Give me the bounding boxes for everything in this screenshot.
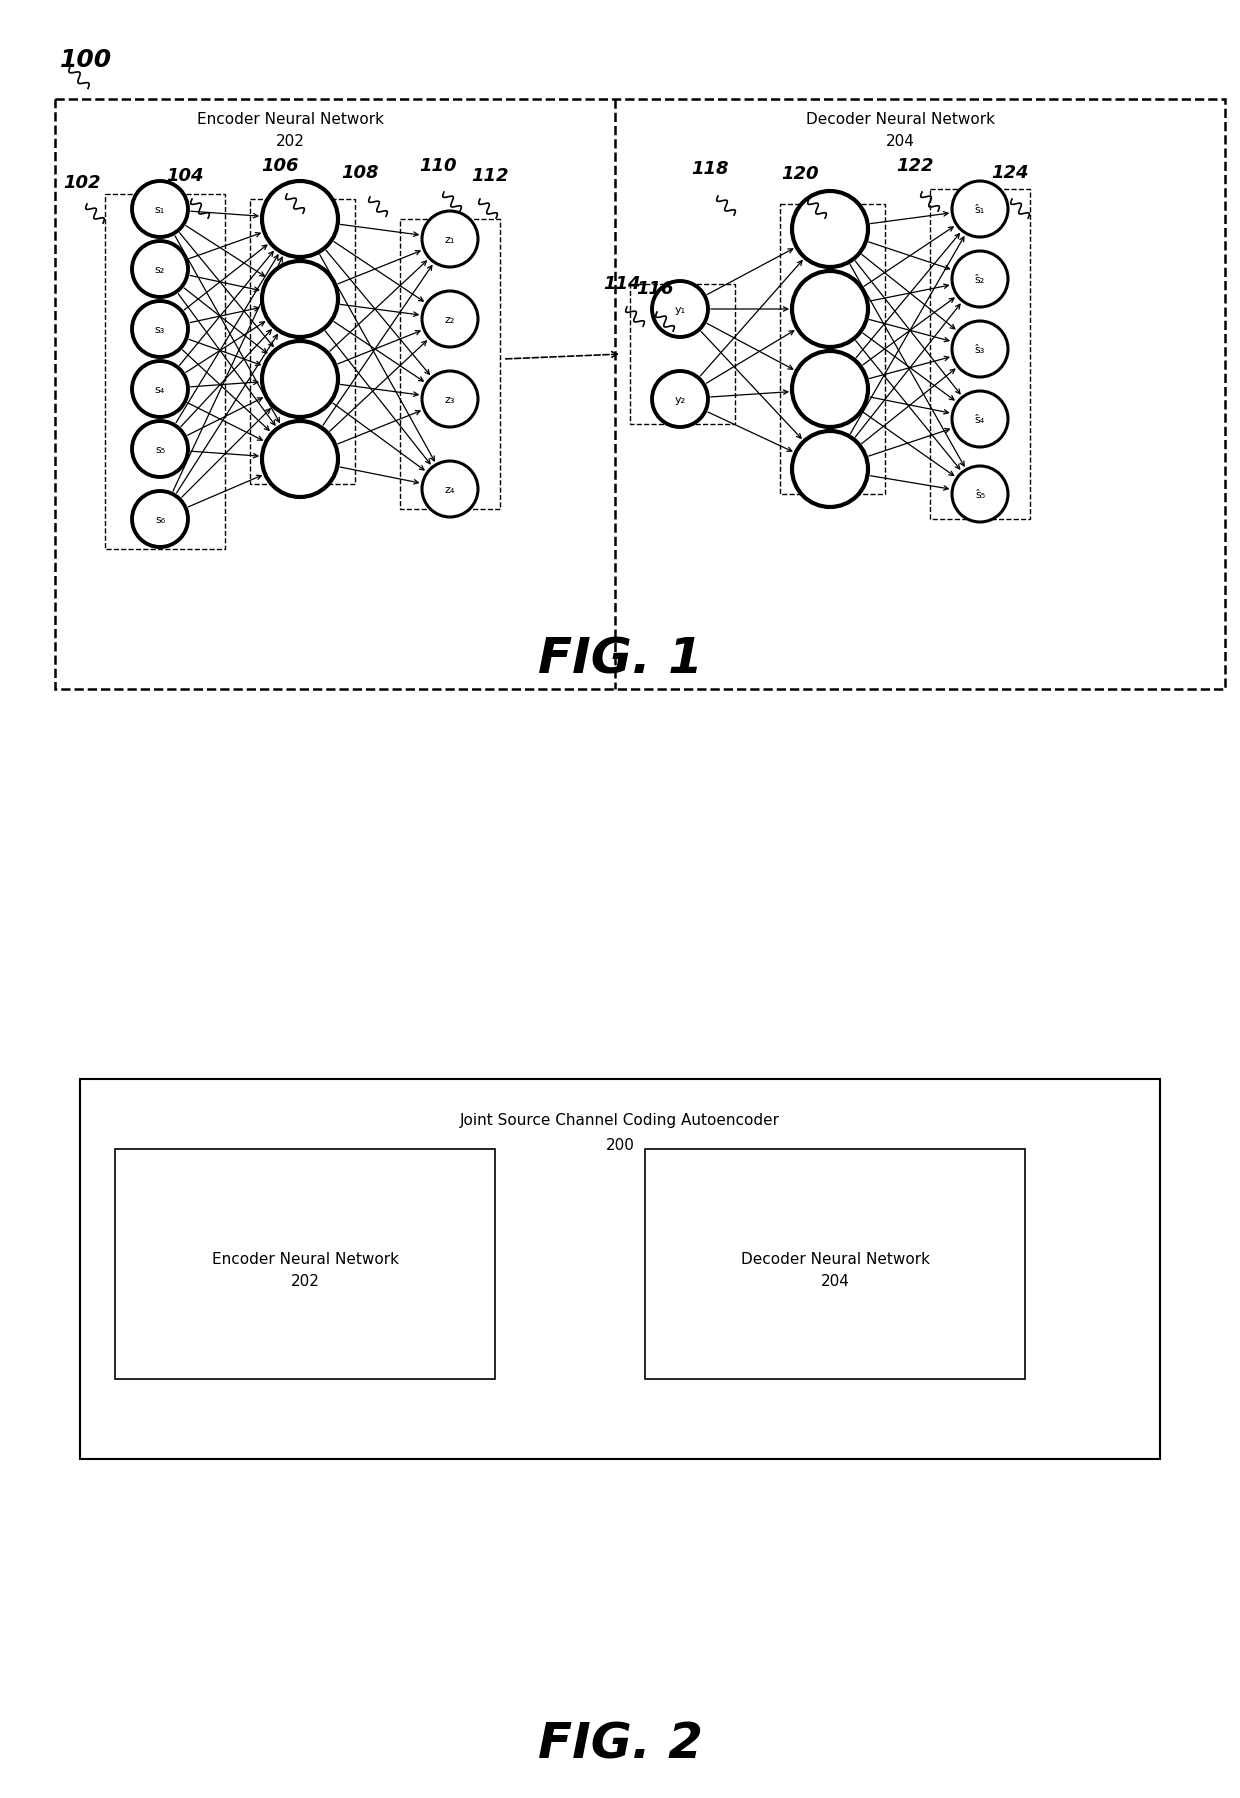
Text: s₅: s₅ bbox=[155, 444, 165, 455]
Text: 120: 120 bbox=[781, 165, 818, 183]
Circle shape bbox=[262, 182, 339, 257]
Text: Joint Source Channel Coding Autoencoder: Joint Source Channel Coding Autoencoder bbox=[460, 1113, 780, 1127]
Text: s₂: s₂ bbox=[155, 264, 165, 275]
Circle shape bbox=[422, 462, 477, 518]
Text: ŝ₄: ŝ₄ bbox=[975, 415, 985, 424]
Circle shape bbox=[262, 263, 339, 338]
Text: 200: 200 bbox=[605, 1138, 635, 1153]
Text: z₂: z₂ bbox=[445, 315, 455, 325]
Circle shape bbox=[792, 192, 868, 268]
Text: z₁: z₁ bbox=[445, 236, 455, 245]
Bar bbox=[55, 101, 1225, 690]
Text: 204: 204 bbox=[821, 1273, 849, 1289]
Circle shape bbox=[792, 432, 868, 507]
Text: 106: 106 bbox=[262, 156, 299, 174]
Circle shape bbox=[652, 372, 708, 428]
Text: Decoder Neural Network: Decoder Neural Network bbox=[806, 113, 994, 128]
Circle shape bbox=[652, 282, 708, 338]
Bar bbox=[780, 205, 885, 494]
Bar bbox=[105, 194, 224, 550]
Bar bbox=[250, 200, 355, 485]
Circle shape bbox=[131, 423, 188, 478]
Text: z₄: z₄ bbox=[445, 485, 455, 494]
Bar bbox=[645, 1149, 1025, 1379]
Bar bbox=[401, 219, 500, 509]
Text: y₂: y₂ bbox=[675, 396, 686, 405]
Bar bbox=[81, 1079, 1159, 1460]
Circle shape bbox=[131, 302, 188, 358]
Circle shape bbox=[952, 392, 1008, 448]
Bar bbox=[630, 284, 735, 424]
Text: 112: 112 bbox=[471, 167, 508, 185]
Circle shape bbox=[131, 361, 188, 417]
Text: z₃: z₃ bbox=[445, 396, 455, 405]
Text: 100: 100 bbox=[60, 49, 112, 72]
Circle shape bbox=[792, 271, 868, 347]
Circle shape bbox=[131, 182, 188, 237]
Circle shape bbox=[952, 322, 1008, 378]
Text: FIG. 2: FIG. 2 bbox=[538, 1721, 702, 1767]
Text: 118: 118 bbox=[691, 160, 729, 178]
Circle shape bbox=[792, 352, 868, 428]
Circle shape bbox=[422, 291, 477, 347]
Text: 110: 110 bbox=[419, 156, 456, 174]
Bar bbox=[930, 191, 1030, 520]
Text: 116: 116 bbox=[636, 280, 673, 298]
Text: ŝ₁: ŝ₁ bbox=[975, 205, 985, 216]
Circle shape bbox=[131, 491, 188, 548]
Text: 122: 122 bbox=[897, 156, 934, 174]
Text: 114: 114 bbox=[603, 275, 641, 293]
Text: Decoder Neural Network: Decoder Neural Network bbox=[740, 1251, 930, 1268]
Circle shape bbox=[262, 423, 339, 498]
Circle shape bbox=[262, 342, 339, 417]
Text: ŝ₅: ŝ₅ bbox=[975, 489, 985, 500]
Circle shape bbox=[422, 372, 477, 428]
Bar bbox=[115, 1149, 495, 1379]
Text: 204: 204 bbox=[885, 135, 914, 149]
Text: 124: 124 bbox=[991, 164, 1029, 182]
Text: s₄: s₄ bbox=[155, 385, 165, 396]
Circle shape bbox=[952, 182, 1008, 237]
Text: ŝ₂: ŝ₂ bbox=[975, 275, 985, 284]
Text: s₃: s₃ bbox=[155, 325, 165, 334]
Text: 104: 104 bbox=[166, 167, 203, 185]
Circle shape bbox=[952, 252, 1008, 307]
Text: s₁: s₁ bbox=[155, 205, 165, 216]
Circle shape bbox=[131, 243, 188, 298]
Circle shape bbox=[422, 212, 477, 268]
Text: 202: 202 bbox=[290, 1273, 320, 1289]
Text: 108: 108 bbox=[341, 164, 378, 182]
Text: s₆: s₆ bbox=[155, 514, 165, 525]
Text: Encoder Neural Network: Encoder Neural Network bbox=[196, 113, 383, 128]
Text: 202: 202 bbox=[275, 135, 305, 149]
Text: y₁: y₁ bbox=[675, 306, 686, 315]
Text: FIG. 1: FIG. 1 bbox=[538, 636, 702, 683]
Text: Encoder Neural Network: Encoder Neural Network bbox=[212, 1251, 398, 1268]
Text: ŝ₃: ŝ₃ bbox=[975, 345, 986, 354]
Text: 102: 102 bbox=[63, 174, 100, 192]
Circle shape bbox=[952, 467, 1008, 523]
